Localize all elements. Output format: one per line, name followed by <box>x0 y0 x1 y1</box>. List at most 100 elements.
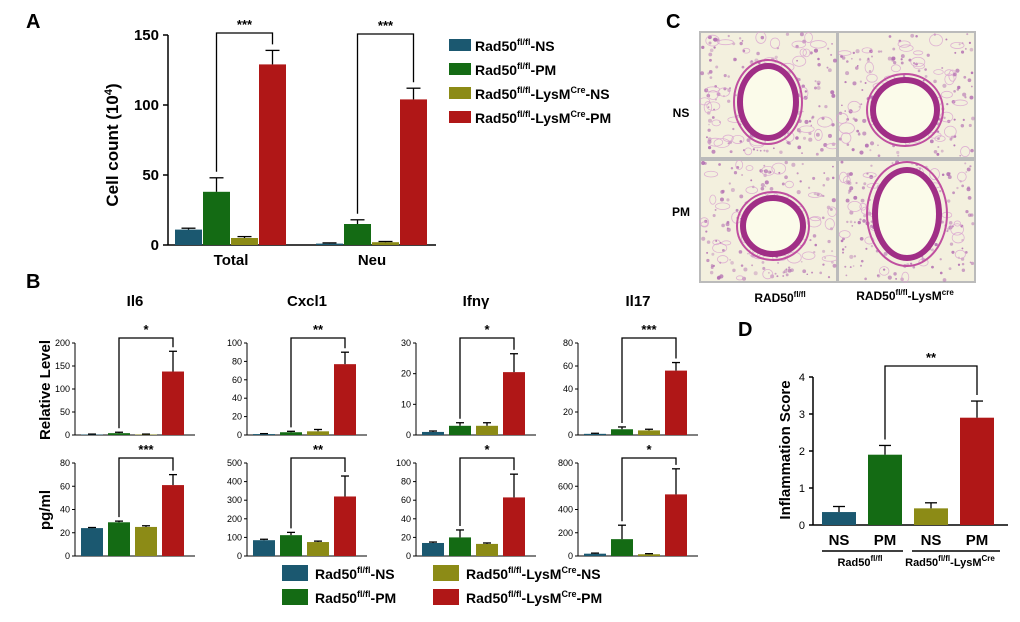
panel-a-category-label: Total <box>214 252 249 269</box>
panel-b-ytick-label: 0 <box>237 551 242 561</box>
panel-b-bar <box>665 494 687 556</box>
panel-b-ytick-label: 60 <box>401 495 411 505</box>
panel-b-ytick-label: 0 <box>65 551 70 561</box>
panel-b-ytick-label: 0 <box>65 430 70 440</box>
panel-d-ytick-label: 2 <box>799 446 805 458</box>
panel-b-bar <box>334 364 356 435</box>
panel-b-bar <box>476 543 498 556</box>
histology-row-label-ns: NS <box>673 106 690 120</box>
panel-b-ytick-label: 20 <box>60 528 70 538</box>
panel-a-bar <box>316 243 343 245</box>
panel-d-ylabel: Inflammation Score <box>777 380 794 519</box>
panel-b-subchart: 0 10 20 30 Ifnγ * <box>401 293 536 440</box>
panel-label-c: C <box>666 11 680 33</box>
histology-image-ns-rad50-lysm <box>835 31 976 159</box>
panel-a-significance-bracket-stars: *** <box>237 17 253 32</box>
panel-b-ytick-label: 60 <box>232 375 242 385</box>
panel-b-significance-bracket-stars: * <box>143 322 149 337</box>
panel-b-bar <box>503 497 525 556</box>
panel-b-significance-bracket-stars: *** <box>641 322 657 337</box>
panel-b-ytick-label: 100 <box>396 458 411 468</box>
panel-b-significance-bracket-stars: * <box>646 442 652 457</box>
panel-b-bar <box>307 542 329 556</box>
panel-b-bar <box>476 425 498 435</box>
panel-b-significance-bracket <box>459 337 515 419</box>
panel-b-ytick-label: 80 <box>232 356 242 366</box>
panel-b-ytick-label: 100 <box>227 532 242 542</box>
panel-a-ytick-label: 100 <box>134 97 159 114</box>
legend-top-swatch <box>449 111 471 123</box>
panel-a-significance-bracket <box>356 33 415 214</box>
panel-b-ytick-label: 150 <box>55 361 70 371</box>
panel-b-significance-bracket-stars: * <box>484 322 490 337</box>
panel-b-ytick-label: 60 <box>563 361 573 371</box>
panel-b-ytick-label: 40 <box>60 505 70 515</box>
panel-label-a: A <box>26 11 40 33</box>
panel-b-ytick-label: 40 <box>401 514 411 524</box>
panel-b-bar <box>108 522 130 556</box>
panel-b-ytick-label: 400 <box>558 505 573 515</box>
legend-bottom-swatch <box>282 565 308 581</box>
panel-b-bar <box>253 434 275 435</box>
histology-image-ns-rad50 <box>698 31 840 159</box>
histology-row-label-pm: PM <box>672 205 690 219</box>
panel-d-bar <box>822 512 856 525</box>
panel-b-title: Cxcl1 <box>287 293 327 310</box>
panel-b-bar <box>638 430 660 435</box>
panel-b-bar <box>280 432 302 435</box>
histology-col-label-rad50-lysm: RAD50fl/fl-LysMcre <box>856 288 954 303</box>
panel-b-ytick-label: 0 <box>237 430 242 440</box>
panel-d-bar <box>914 508 948 525</box>
panel-b-bar <box>81 528 103 556</box>
panel-b-ytick-label: 80 <box>401 477 411 487</box>
panel-b-significance-bracket <box>290 337 346 428</box>
panel-b-bar <box>503 372 525 435</box>
panel-b-bar <box>584 553 606 556</box>
panel-d-chart: 0 1 2 3 4 NS PM NS PM ** Rad50fl/fl Rad50fl/fl-LysM… <box>799 350 1008 569</box>
panel-b-significance-bracket-stars: ** <box>313 322 324 337</box>
panel-b-bar <box>162 485 184 556</box>
histology-image-pm-rad50 <box>699 159 838 283</box>
panel-b-ytick-label: 0 <box>406 430 411 440</box>
panel-a-bar <box>175 229 202 245</box>
panel-b-ytick-label: 500 <box>227 458 242 468</box>
panel-b-subchart: 0 20 40 60 80 100 Cxcl1 ** <box>227 293 367 440</box>
panel-a-category-label: Neu <box>358 252 386 269</box>
panel-b-ytick-label: 600 <box>558 481 573 491</box>
panel-b-significance-bracket <box>118 457 174 518</box>
panel-b-ytick-label: 400 <box>227 477 242 487</box>
panel-b-bar <box>449 425 471 435</box>
panel-b-ytick-label: 300 <box>227 495 242 505</box>
legend-top-label: Rad50fl/fl-LysMCre-PM <box>475 109 611 126</box>
panel-b-bar <box>584 433 606 435</box>
panel-d-category-label: NS <box>829 532 850 549</box>
panel-a-bar <box>400 99 427 246</box>
panel-d-ytick-label: 3 <box>799 409 805 421</box>
legend-bottom-swatch <box>282 589 308 605</box>
panel-b-subchart: 0 20 40 60 80 Il17 *** <box>563 293 698 440</box>
panel-label-d: D <box>738 319 752 341</box>
panel-d-ytick-label: 0 <box>799 520 805 532</box>
legend-top-swatch <box>449 39 471 51</box>
legend-top: Rad50fl/fl-NS Rad50fl/fl-PM Rad50fl/fl-Lys… <box>449 37 611 126</box>
panel-b-significance-bracket <box>621 337 677 423</box>
panel-b-ytick-label: 80 <box>60 458 70 468</box>
histology-image-pm-rad50-lysm <box>837 159 976 283</box>
panel-d-group-label: Rad50fl/fl-LysMCre <box>905 554 995 569</box>
panel-d-ytick-label: 4 <box>799 372 805 384</box>
legend-top-swatch <box>449 63 471 75</box>
panel-d-category-label: NS <box>921 532 942 549</box>
legend-top-swatch <box>449 87 471 99</box>
panel-b-bar <box>611 429 633 435</box>
panel-b-ytick-label: 80 <box>563 338 573 348</box>
panel-b-bar <box>108 433 130 435</box>
panel-a-ytick-label: 150 <box>134 27 159 44</box>
histology-col-label-rad50: RAD50fl/fl <box>754 290 805 305</box>
panel-b-subchart: 0 200 400 600 800 * <box>558 442 698 561</box>
panel-b-title: Il17 <box>625 293 650 310</box>
legend-bottom-label: Rad50fl/fl-NS <box>315 565 395 582</box>
panel-b-bar <box>334 496 356 556</box>
panel-a-bar <box>259 64 286 246</box>
panel-c-histology: NS PM RAD50fl/fl RAD50fl/fl-LysMcre <box>672 31 976 305</box>
